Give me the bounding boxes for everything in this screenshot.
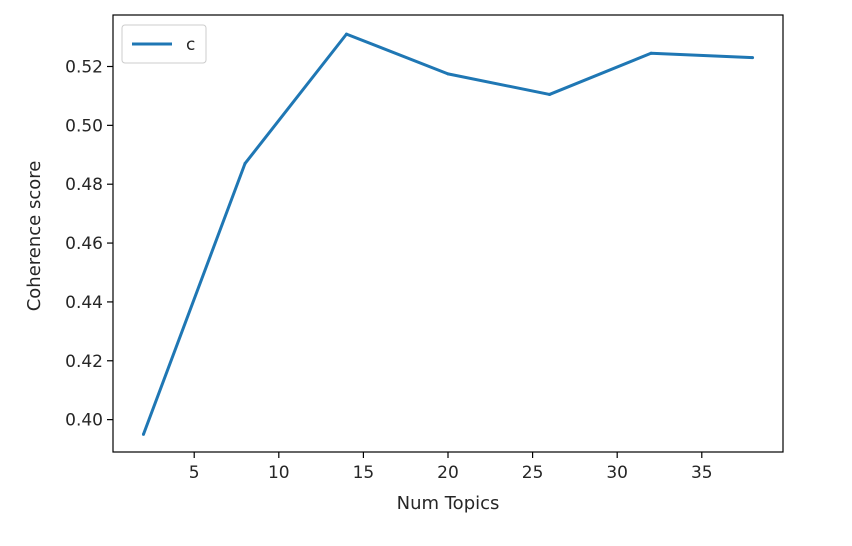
y-tick-label: 0.42 — [65, 352, 103, 372]
series-layer — [141, 32, 755, 436]
x-tick-label: 15 — [353, 463, 375, 483]
data-point — [141, 432, 145, 436]
legend-label: c — [186, 35, 195, 55]
data-point — [548, 92, 552, 96]
x-axis-label: Num Topics — [397, 493, 500, 514]
x-tick-label: 25 — [522, 463, 544, 483]
x-tick-label: 10 — [268, 463, 290, 483]
legend: c — [121, 24, 207, 64]
y-tick-label: 0.44 — [65, 293, 103, 313]
data-point — [446, 72, 450, 76]
plot-background — [113, 15, 783, 452]
y-axis-label: Coherence score — [24, 161, 45, 312]
y-tick-label: 0.40 — [65, 411, 103, 431]
x-tick-label: 5 — [189, 463, 200, 483]
x-tick-label: 35 — [691, 463, 713, 483]
axes: 5 10 15 20 25 30 35 0.40 0.42 0.44 0.46 0.48 0.50 0.5… — [65, 14, 784, 483]
plot-area — [113, 15, 783, 452]
y-tick-label: 0.50 — [65, 116, 103, 136]
data-point — [243, 162, 247, 166]
data-point — [649, 51, 653, 55]
data-point — [751, 56, 755, 60]
x-tick-label: 20 — [437, 463, 459, 483]
y-tick-label: 0.52 — [65, 57, 103, 77]
data-point — [344, 32, 348, 36]
y-tick-label: 0.48 — [65, 175, 103, 195]
y-tick-label: 0.46 — [65, 234, 103, 254]
x-tick-label: 30 — [606, 463, 628, 483]
